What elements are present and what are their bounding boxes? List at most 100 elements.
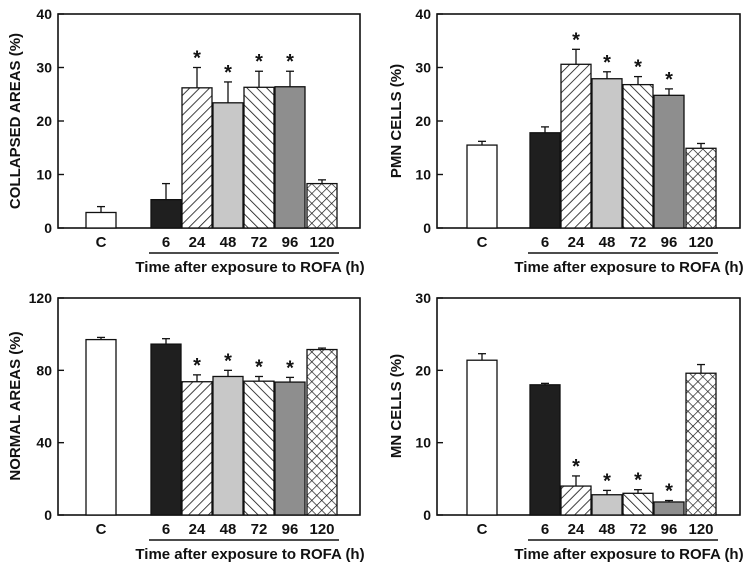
y-tick-label: 20: [36, 113, 52, 129]
category-label-C: C: [96, 234, 107, 251]
category-label-96: 96: [282, 521, 299, 538]
y-axis-label: COLLAPSED AREAS (%): [7, 33, 24, 209]
y-tick-label: 40: [415, 6, 431, 22]
bar-72: [243, 380, 275, 516]
category-label-24: 24: [568, 521, 585, 538]
significance-marker: *: [224, 62, 232, 84]
bar-6: [150, 198, 182, 229]
y-tick-label: 0: [423, 507, 431, 523]
bar-24: [560, 63, 592, 229]
bar-24: [181, 87, 213, 229]
significance-marker: *: [286, 357, 294, 379]
category-label-96: 96: [661, 521, 678, 538]
category-label-120: 120: [309, 234, 334, 251]
y-tick-label: 80: [36, 362, 52, 378]
category-label-72: 72: [630, 234, 647, 251]
y-axis-label: NORMAL AREAS (%): [7, 331, 24, 480]
bar-96: [653, 94, 685, 229]
significance-marker: *: [634, 57, 642, 79]
significance-marker: *: [193, 48, 201, 70]
bar-120: [685, 147, 717, 229]
y-tick-label: 10: [415, 167, 431, 183]
category-label-C: C: [96, 521, 107, 538]
x-axis-label: Time after exposure to ROFA (h): [514, 546, 743, 563]
y-tick-label: 0: [44, 220, 52, 236]
bar-6: [529, 132, 561, 229]
panel-normal-areas: 0 40 80 120 NORMAL AREAS (%) C 6 * 24 * 48 * 72 * 96 12…: [7, 290, 365, 563]
y-tick-label: 10: [36, 167, 52, 183]
category-label-120: 120: [309, 521, 334, 538]
panel-mn-cells: 0 10 20 30 MN CELLS (%) C 6 * 24 * 48 * 72 * 96 120 Time…: [388, 290, 744, 563]
bar-C: [466, 359, 498, 516]
category-label-96: 96: [282, 234, 299, 251]
y-tick-label: 20: [415, 113, 431, 129]
bar-72: [622, 83, 654, 229]
category-label-24: 24: [568, 234, 585, 251]
bar-C: [466, 144, 498, 229]
y-tick-label: 30: [415, 60, 431, 76]
significance-marker: *: [665, 481, 673, 503]
bar-120: [685, 372, 717, 516]
significance-marker: *: [286, 51, 294, 73]
bar-96: [274, 381, 306, 516]
significance-marker: *: [603, 52, 611, 74]
category-label-48: 48: [599, 234, 616, 251]
bar-C: [85, 211, 117, 229]
x-axis-label: Time after exposure to ROFA (h): [135, 259, 364, 276]
y-tick-label: 30: [415, 290, 431, 306]
significance-marker: *: [572, 29, 580, 51]
category-label-C: C: [477, 234, 488, 251]
bar-72: [622, 492, 654, 516]
bar-120: [306, 182, 338, 229]
category-label-72: 72: [630, 521, 647, 538]
bar-48: [212, 102, 244, 229]
bar-120: [306, 348, 338, 516]
significance-marker: *: [634, 470, 642, 492]
category-label-120: 120: [688, 234, 713, 251]
category-label-120: 120: [688, 521, 713, 538]
y-tick-label: 120: [29, 290, 53, 306]
category-label-96: 96: [661, 234, 678, 251]
panel-collapsed-areas: 0 10 20 30 40 COLLAPSED AREAS (%) C 6 * 24 * 48 * 72 *…: [7, 6, 365, 276]
y-tick-label: 20: [415, 362, 431, 378]
category-label-48: 48: [220, 234, 237, 251]
significance-marker: *: [665, 69, 673, 91]
panel-pmn-cells: 0 10 20 30 40 PMN CELLS (%) C 6 * 24 * 48 * 72 * 96 120 T…: [388, 6, 744, 276]
bar-48: [212, 375, 244, 516]
y-tick-label: 10: [415, 435, 431, 451]
bar-96: [653, 501, 685, 516]
bar-24: [560, 485, 592, 516]
category-label-72: 72: [251, 234, 268, 251]
category-label-6: 6: [162, 234, 170, 251]
bar-C: [85, 338, 117, 516]
y-tick-label: 0: [423, 220, 431, 236]
bar-24: [181, 381, 213, 516]
y-axis-label: MN CELLS (%): [388, 354, 405, 458]
category-label-6: 6: [541, 521, 549, 538]
significance-marker: *: [255, 356, 263, 378]
category-label-6: 6: [162, 521, 170, 538]
category-label-48: 48: [220, 521, 237, 538]
y-tick-label: 40: [36, 6, 52, 22]
category-label-72: 72: [251, 521, 268, 538]
bar-48: [591, 78, 623, 229]
bar-72: [243, 86, 275, 229]
significance-marker: *: [193, 355, 201, 377]
significance-marker: *: [224, 350, 232, 372]
bar-6: [150, 343, 182, 516]
bar-6: [529, 384, 561, 516]
category-label-24: 24: [189, 234, 206, 251]
bar-96: [274, 86, 306, 229]
category-label-48: 48: [599, 521, 616, 538]
y-axis-label: PMN CELLS (%): [388, 64, 405, 178]
category-label-6: 6: [541, 234, 549, 251]
bar-48: [591, 494, 623, 516]
category-label-24: 24: [189, 521, 206, 538]
y-tick-label: 40: [36, 435, 52, 451]
significance-marker: *: [572, 456, 580, 478]
y-tick-label: 0: [44, 507, 52, 523]
y-tick-label: 30: [36, 60, 52, 76]
significance-marker: *: [603, 470, 611, 492]
significance-marker: *: [255, 51, 263, 73]
